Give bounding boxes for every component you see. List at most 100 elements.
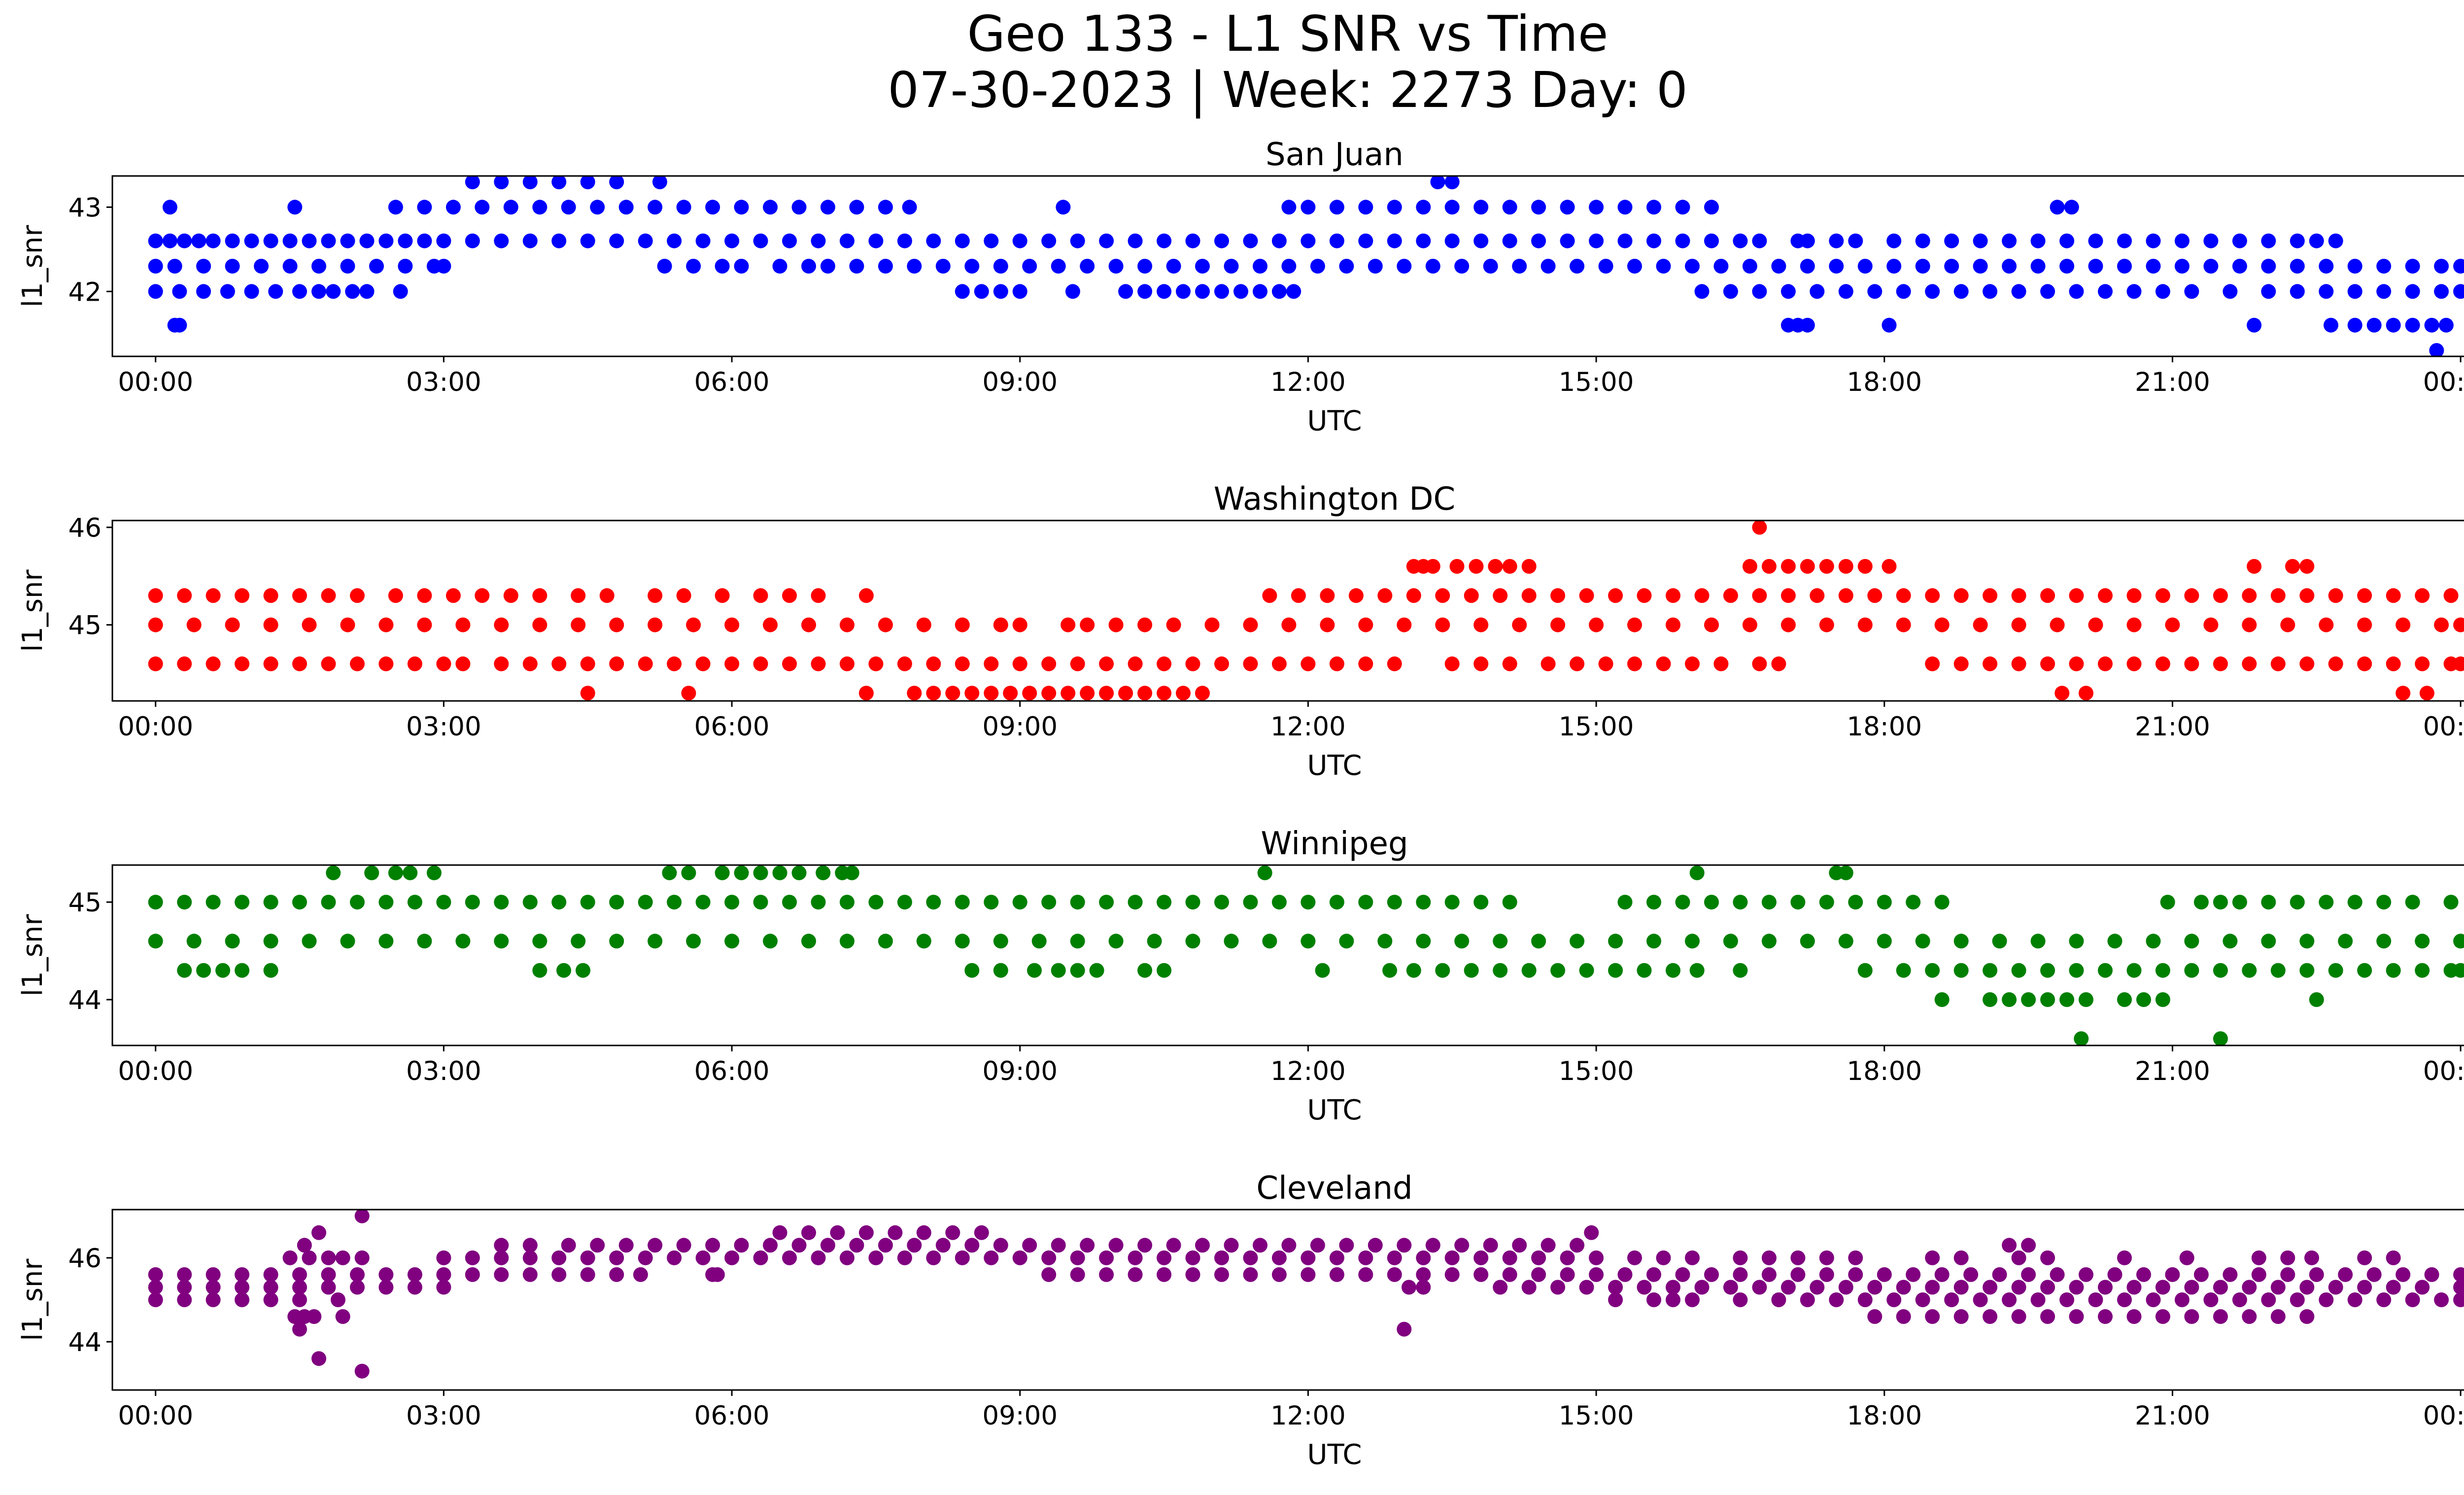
data-point: [388, 865, 403, 880]
data-point: [551, 176, 567, 189]
data-point: [1992, 934, 2007, 949]
data-point: [148, 259, 163, 274]
data-point: [686, 617, 701, 632]
data-point: [1560, 233, 1575, 248]
data-point: [2179, 1250, 2194, 1265]
data-point: [350, 1267, 365, 1282]
data-point: [1137, 1238, 1153, 1253]
data-point: [1857, 1292, 1873, 1307]
data-point: [2002, 1292, 2017, 1307]
data-point: [1339, 1238, 1354, 1253]
data-point: [354, 1210, 370, 1223]
data-point: [2453, 656, 2464, 671]
data-point: [297, 1238, 312, 1253]
data-point: [561, 200, 576, 215]
data-point: [1041, 895, 1057, 910]
data-point: [2405, 259, 2420, 274]
data-point: [1848, 233, 1863, 248]
data-point: [1646, 895, 1661, 910]
data-point: [1886, 233, 1902, 248]
data-point: [1531, 233, 1546, 248]
x-tick-label: 00:00: [2423, 1401, 2464, 1431]
data-point: [321, 1267, 336, 1282]
data-point: [561, 1238, 576, 1253]
data-point: [1243, 1250, 1258, 1265]
x-tick-label: 06:00: [694, 1056, 770, 1086]
data-point: [916, 617, 931, 632]
data-point: [2347, 895, 2362, 910]
data-point: [551, 1267, 567, 1282]
data-points: [148, 865, 2464, 1045]
data-point: [1416, 233, 1431, 248]
data-point: [1550, 588, 1566, 603]
data-point: [1857, 963, 1873, 978]
data-point: [2040, 1280, 2055, 1295]
data-point: [791, 1238, 807, 1253]
subplot: Cleveland 00:00 03:00 06:00 09:00 12:00 15:00 1…: [17, 1170, 2464, 1471]
data-point: [974, 1225, 989, 1240]
data-point: [2386, 317, 2401, 333]
data-point: [1689, 963, 1705, 978]
data-point: [1761, 934, 1777, 949]
data-point: [1915, 259, 1930, 274]
data-point: [1108, 1238, 1124, 1253]
data-point: [263, 895, 278, 910]
data-point: [335, 1250, 350, 1265]
data-point: [1502, 559, 1517, 574]
y-tick-label: 44: [68, 1327, 102, 1357]
data-point: [1286, 284, 1301, 299]
data-point: [1070, 1267, 1085, 1282]
data-point: [1733, 1267, 1748, 1282]
data-point: [1646, 200, 1661, 215]
data-point: [2280, 1267, 2295, 1282]
x-tick-label: 15:00: [1559, 712, 1634, 742]
data-point: [2357, 656, 2372, 671]
data-point: [2011, 1280, 2026, 1295]
data-point: [465, 176, 480, 189]
data-point: [263, 617, 278, 632]
data-point: [2347, 259, 2362, 274]
data-point: [263, 656, 278, 671]
data-point: [1329, 656, 1344, 671]
data-point: [1531, 200, 1546, 215]
data-point: [638, 895, 653, 910]
data-point: [964, 686, 980, 701]
data-point: [1983, 992, 1998, 1007]
data-point: [1281, 259, 1297, 274]
data-point: [455, 656, 471, 671]
x-tick-label: 18:00: [1847, 1401, 1922, 1431]
data-point: [2347, 317, 2362, 333]
data-point: [1493, 1280, 1508, 1295]
data-point: [1761, 895, 1777, 910]
data-point: [494, 176, 509, 189]
data-point: [1790, 1267, 1806, 1282]
data-point: [1493, 588, 1508, 603]
data-point: [494, 1238, 509, 1253]
data-point: [436, 1280, 451, 1295]
data-point: [287, 200, 303, 215]
data-point: [1896, 1280, 1911, 1295]
data-point: [302, 1250, 317, 1265]
data-point: [609, 656, 624, 671]
data-point: [1108, 617, 1124, 632]
data-point: [1339, 259, 1354, 274]
data-point: [244, 284, 259, 299]
data-point: [763, 617, 778, 632]
data-point: [638, 1250, 653, 1265]
data-point: [235, 1292, 250, 1307]
data-point: [1713, 656, 1729, 671]
y-axis-label: l1_snr: [17, 569, 49, 652]
data-point: [1992, 1267, 2007, 1282]
data-point: [2040, 992, 2055, 1007]
data-point: [681, 686, 696, 701]
data-point: [849, 1238, 864, 1253]
data-point: [2074, 1031, 2089, 1045]
data-point: [2424, 1267, 2439, 1282]
data-point: [1857, 259, 1873, 274]
data-point: [2203, 233, 2219, 248]
data-point: [858, 1225, 874, 1240]
data-point: [2126, 588, 2142, 603]
data-point: [1829, 1292, 1844, 1307]
data-point: [1790, 1250, 1806, 1265]
data-point: [955, 895, 970, 910]
